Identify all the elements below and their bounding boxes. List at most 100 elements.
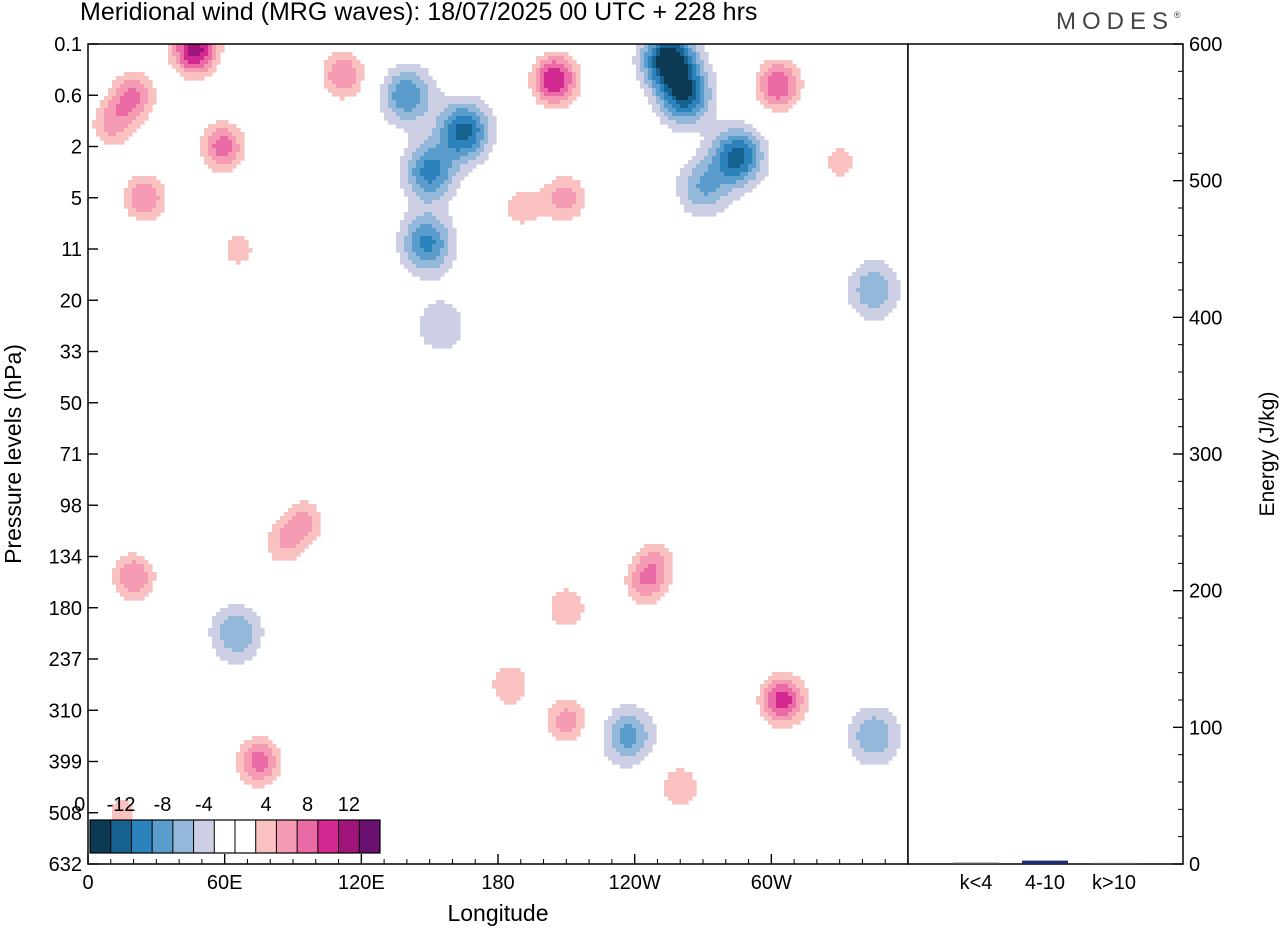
field-cell (712, 92, 717, 97)
field-cell (520, 220, 525, 225)
y-tick-label: 508 (49, 803, 82, 825)
field-cell (696, 56, 701, 61)
field-cell (796, 76, 801, 81)
field-cell (400, 168, 409, 173)
field-cell (220, 632, 253, 637)
field-cell (636, 716, 653, 721)
field-cell (656, 56, 685, 61)
field-cell (420, 320, 461, 325)
field-cell (400, 220, 413, 225)
field-cell (92, 124, 105, 129)
field-cell (536, 88, 541, 93)
field-cell (756, 92, 765, 97)
field-cell (116, 76, 149, 81)
field-cell (804, 700, 809, 705)
field-cell (144, 104, 153, 109)
field-cell (448, 104, 477, 109)
field-cell (468, 136, 477, 141)
field-cell (544, 64, 565, 69)
field-cell (264, 776, 277, 781)
field-cell (540, 60, 553, 65)
field-cell (448, 140, 477, 145)
y-tick-label: 237 (49, 649, 82, 671)
field-cell (144, 564, 153, 569)
field-cell (152, 184, 165, 189)
field-cell (412, 240, 421, 245)
field-cell (424, 212, 433, 217)
field-cell (236, 752, 245, 757)
field-cell (444, 240, 449, 245)
field-cell (688, 64, 693, 69)
field-cell (664, 96, 673, 101)
field-cell (204, 128, 217, 133)
field-cell (388, 120, 437, 125)
field-cell (712, 140, 721, 145)
field-cell (148, 576, 157, 581)
field-cell (224, 640, 253, 645)
field-cell (332, 92, 357, 97)
field-cell (440, 136, 449, 141)
field-cell (744, 152, 753, 157)
field-cell (432, 132, 441, 137)
field-cell (888, 280, 901, 285)
field-cell (704, 104, 709, 109)
field-cell (752, 148, 757, 153)
field-cell (356, 76, 365, 81)
field-cell (124, 80, 141, 85)
field-cell (136, 116, 149, 121)
field-cell (184, 64, 205, 69)
field-cell (252, 640, 261, 645)
field-cell (800, 688, 809, 693)
field-cell (760, 84, 769, 89)
field-cell (744, 160, 753, 165)
field-cell (404, 192, 417, 197)
field-cell (404, 152, 413, 157)
field-cell (328, 72, 357, 77)
field-cell (444, 180, 453, 185)
field-cell (760, 688, 765, 693)
field-cell (448, 240, 457, 245)
field-cell (696, 72, 701, 77)
field-cell (644, 64, 649, 69)
field-cell (632, 556, 641, 561)
field-cell (396, 244, 405, 249)
field-cell (508, 212, 581, 217)
field-cell (692, 84, 697, 89)
field-cell (760, 144, 769, 149)
field-cell (108, 92, 117, 97)
field-cell (400, 252, 409, 257)
field-cell (548, 88, 561, 93)
field-cell (788, 684, 797, 689)
x-tick-label: 0 (82, 872, 93, 894)
field-cell (656, 572, 665, 577)
field-cell (564, 56, 573, 61)
field-cell (252, 752, 265, 757)
field-cell (108, 132, 117, 137)
field-cell (188, 44, 201, 49)
field-cell (552, 192, 577, 197)
field-cell (124, 72, 145, 77)
field-cell (700, 80, 705, 85)
field-cell (660, 108, 669, 113)
field-cell (676, 184, 689, 189)
field-cell (484, 124, 489, 129)
field-cell (604, 744, 613, 749)
field-cell (272, 524, 285, 529)
field-cell (356, 68, 365, 73)
field-cell (228, 152, 237, 157)
field-cell (476, 120, 481, 125)
field-cell (568, 68, 573, 73)
field-cell (880, 272, 897, 277)
field-cell (444, 244, 449, 249)
field-cell (452, 176, 465, 181)
field-cell (632, 576, 641, 581)
field-cell (416, 216, 437, 221)
field-cell (484, 144, 493, 149)
field-cell (400, 160, 409, 165)
field-cell (680, 172, 693, 177)
field-cell (660, 104, 665, 109)
field-cell (636, 740, 645, 745)
field-cell (564, 72, 573, 77)
field-cell (708, 80, 717, 85)
field-cell (860, 724, 889, 729)
